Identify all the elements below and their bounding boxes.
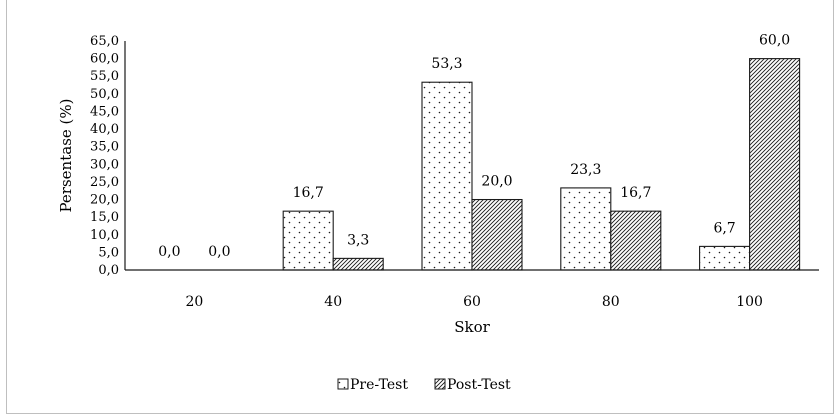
bar-pattern-pre-test-100 — [699, 245, 751, 271]
chart-frame: 0,0 5,0 10,0 15,0 20,0 25,0 30,0 35,0 40,0 45,0 50… — [6, 0, 834, 414]
y-tick-label: 10,0 — [90, 228, 119, 243]
legend-label-post-test: Post-Test — [447, 377, 511, 393]
y-tick-label: 5,0 — [98, 245, 119, 260]
y-tick-label: 25,0 — [90, 175, 119, 190]
y-tick-label: 0,0 — [98, 263, 119, 278]
y-tick-label: 20,0 — [90, 193, 119, 208]
bar-pattern-post-test-100 — [749, 58, 801, 271]
x-tick-label: 60 — [463, 294, 481, 310]
x-axis-label: Skor — [454, 318, 490, 336]
data-label-pre-test-40: 16,7 — [293, 185, 324, 201]
y-tick-label: 15,0 — [90, 210, 119, 225]
data-label-post-test-60: 20,0 — [481, 174, 512, 190]
bar-chart: 0,0 5,0 10,0 15,0 20,0 25,0 30,0 35,0 40,0 45,0 50… — [57, 33, 819, 393]
y-tick-label: 30,0 — [90, 157, 119, 172]
legend-label-pre-test: Pre-Test — [350, 377, 408, 393]
bar-pattern-post-test-40 — [332, 257, 384, 271]
bar-pattern-pre-test-40 — [282, 210, 334, 271]
legend: Pre-Test Post-Test — [337, 377, 511, 393]
y-tick-label: 65,0 — [90, 34, 119, 49]
y-tick-label: 45,0 — [90, 104, 119, 119]
x-tick-label: 80 — [602, 294, 620, 310]
data-label-pre-test-20: 0,0 — [158, 244, 180, 260]
bar-pattern-pre-test-80 — [560, 187, 612, 271]
data-label-pre-test-80: 23,3 — [570, 162, 601, 178]
y-tick-label: 40,0 — [90, 122, 119, 137]
bar-pattern-pre-test-60 — [421, 81, 473, 271]
data-label-post-test-80: 16,7 — [620, 185, 651, 201]
bar-pattern-post-test-60 — [471, 198, 523, 271]
legend-swatch-pre-test — [337, 378, 349, 390]
y-tick-label: 35,0 — [90, 140, 119, 155]
y-tick-label: 50,0 — [90, 87, 119, 102]
y-axis-label: Persentase (%) — [57, 99, 75, 213]
x-tick-label: 20 — [185, 294, 203, 310]
y-tick-label: 60,0 — [90, 52, 119, 67]
data-label-pre-test-60: 53,3 — [431, 56, 462, 72]
legend-swatch-post-test — [434, 378, 446, 390]
data-label-pre-test-100: 6,7 — [713, 220, 735, 236]
y-tick-label: 55,0 — [90, 69, 119, 84]
x-tick-label: 40 — [324, 294, 342, 310]
data-label-post-test-20: 0,0 — [208, 244, 230, 260]
bar-pattern-post-test-80 — [610, 210, 662, 271]
x-tick-label: 100 — [736, 294, 763, 310]
data-label-post-test-100: 60,0 — [759, 33, 790, 49]
data-label-post-test-40: 3,3 — [347, 232, 369, 248]
